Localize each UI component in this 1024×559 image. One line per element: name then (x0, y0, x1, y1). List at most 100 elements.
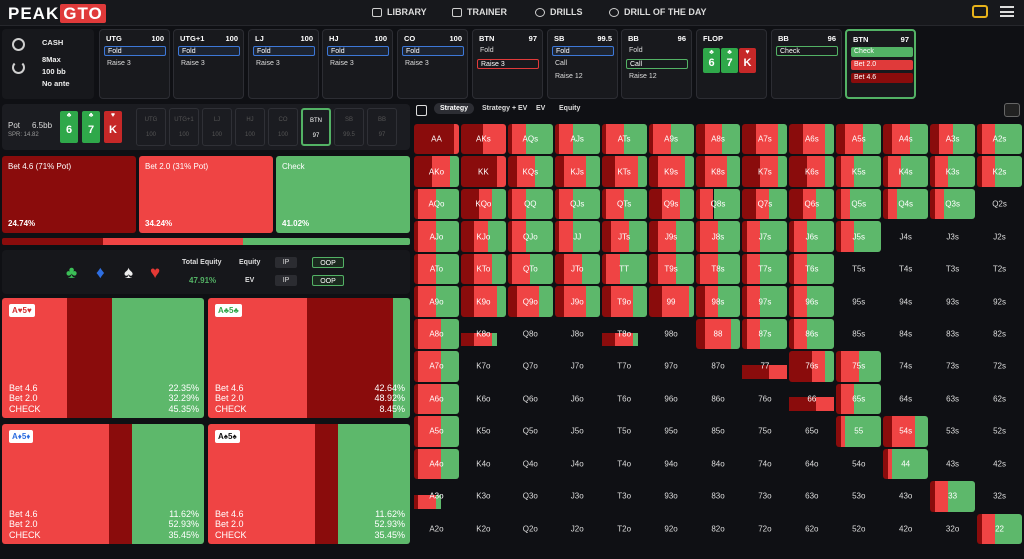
hand-cell[interactable]: TT (601, 253, 647, 285)
hand-cell[interactable]: J7s (742, 221, 788, 252)
hand-cell[interactable]: AQo (414, 188, 459, 220)
combo-block[interactable]: A♣5♣ Bet 4.6 Bet 2.0 CHECK 42.64% 48.92% 8.45% (208, 298, 410, 418)
hand-cell[interactable]: 95o (649, 416, 694, 446)
action-raise-3[interactable]: Raise 3 (477, 59, 539, 69)
hand-cell[interactable]: K5s (836, 156, 882, 187)
hand-cell[interactable]: Q6s (789, 188, 835, 220)
nav-drill-of-the-day[interactable]: DRILL OF THE DAY (609, 7, 707, 17)
position-bb-node[interactable]: BB 96 Check (771, 29, 842, 99)
hand-cell[interactable]: 98s (695, 286, 741, 317)
hand-cell[interactable]: Q2s (977, 189, 1022, 219)
action-fold[interactable]: Fold (629, 47, 643, 54)
hand-cell[interactable]: A7o (414, 351, 459, 382)
nav-library[interactable]: LIBRARY (372, 7, 427, 17)
hand-cell[interactable]: T8s (695, 253, 741, 285)
action-bet-big[interactable]: Bet 4.6 (851, 73, 913, 83)
hand-cell[interactable]: Q6o (508, 384, 553, 414)
hand-cell[interactable]: Q9s (648, 188, 694, 220)
hand-cell[interactable]: 96o (649, 384, 694, 414)
hand-cell[interactable]: 75s (836, 351, 882, 382)
hand-cell[interactable]: 53s (930, 416, 975, 446)
hand-cell[interactable]: KQo (460, 188, 506, 220)
hand-cell[interactable]: QQ (507, 188, 553, 220)
hand-cell[interactable]: AKs (460, 124, 506, 155)
hand-cell[interactable]: 52s (977, 416, 1022, 446)
hand-cell[interactable]: JTo (554, 253, 600, 285)
hand-cell[interactable]: 83o (696, 481, 741, 511)
mini-position-bb[interactable]: BB 97 (367, 108, 397, 146)
hand-cell[interactable]: K6o (461, 384, 506, 414)
hand-cell[interactable]: AJs (554, 124, 600, 155)
hand-cell[interactable]: A9s (648, 124, 694, 155)
hand-cell[interactable]: 74o (742, 449, 787, 479)
combo-block[interactable]: A♠5♠ Bet 4.6 Bet 2.0 CHECK 11.62% 52.93% 35.45… (208, 424, 410, 544)
hand-cell[interactable]: AA (414, 124, 459, 155)
hand-cell[interactable]: T3o (602, 481, 647, 511)
hand-cell[interactable]: K3s (930, 156, 976, 187)
hand-cell[interactable]: 73s (930, 351, 975, 381)
hand-cell[interactable]: QJo (507, 221, 553, 252)
hand-cell[interactable]: Q4o (508, 449, 553, 479)
hand-cell[interactable]: 97s (742, 286, 788, 317)
hand-cell[interactable]: 22 (977, 513, 1022, 544)
hand-cell[interactable]: J6s (789, 221, 835, 252)
hand-cell[interactable]: T7s (742, 253, 788, 285)
hand-cell[interactable]: 76o (742, 384, 787, 414)
hand-cell[interactable]: J3s (930, 221, 975, 251)
mini-position-sb[interactable]: SB 99.5 (334, 108, 364, 146)
hand-cell[interactable]: AKo (414, 156, 459, 187)
position-bb-node[interactable]: BB 96 Fold Call Raise 12 (621, 29, 692, 99)
strategy-bet-big[interactable]: Bet 4.6 (71% Pot) 24.74% (2, 156, 136, 233)
hand-cell[interactable]: 94o (649, 449, 694, 479)
hand-cell[interactable]: A5s (836, 124, 882, 155)
hand-cell[interactable]: T6s (789, 253, 835, 285)
mini-position-lj[interactable]: LJ 100 (202, 108, 232, 146)
hand-cell[interactable]: 87s (742, 318, 788, 350)
hand-cell[interactable]: 93o (649, 481, 694, 511)
hand-cell[interactable]: 94s (883, 286, 928, 316)
hand-cell[interactable]: 87o (696, 351, 741, 381)
hand-cell[interactable]: Q5s (836, 188, 882, 220)
action-raise-12[interactable]: Raise 12 (555, 73, 583, 80)
hand-cell[interactable]: KJs (554, 156, 600, 187)
hand-cell[interactable]: Q9o (507, 286, 553, 317)
hand-cell[interactable]: Q2o (508, 514, 553, 544)
position-hj-node[interactable]: HJ 100 Fold Raise 3 (322, 29, 393, 99)
hand-cell[interactable]: A4o (414, 448, 459, 480)
hand-cell[interactable]: 64o (789, 449, 834, 479)
hand-cell[interactable]: A4s (883, 124, 929, 155)
hand-cell[interactable]: 74s (883, 351, 928, 381)
hand-cell[interactable]: T3s (930, 254, 975, 284)
position-lj-node[interactable]: LJ 100 Fold Raise 3 (248, 29, 319, 99)
mini-position-utg[interactable]: UTG 100 (136, 108, 166, 146)
hand-cell[interactable]: 64s (883, 384, 928, 414)
hand-cell[interactable]: JJ (554, 221, 600, 252)
hand-cell[interactable]: 92s (977, 286, 1022, 316)
diamond-icon[interactable]: ♦ (96, 263, 105, 282)
hand-cell[interactable]: A6s (789, 124, 835, 155)
hand-cell[interactable]: A5o (414, 416, 459, 447)
action-fold[interactable]: Fold (178, 46, 240, 56)
hand-cell[interactable]: 83s (930, 319, 975, 349)
hand-cell[interactable]: 62s (977, 384, 1022, 414)
hand-cell[interactable]: 32s (977, 481, 1022, 511)
hand-cell[interactable]: J4s (883, 221, 928, 251)
hand-cell[interactable]: 32o (930, 514, 975, 544)
hand-cell[interactable]: T6o (602, 384, 647, 414)
hand-cell[interactable]: J8o (555, 319, 600, 349)
equity-ip-toggle[interactable]: IP (275, 257, 297, 268)
mini-position-hj[interactable]: HJ 100 (235, 108, 265, 146)
hand-cell[interactable]: JTs (601, 221, 647, 252)
hand-cell[interactable]: 88 (695, 318, 741, 350)
hand-cell[interactable]: J5s (836, 221, 882, 252)
hand-cell[interactable]: J2o (555, 514, 600, 544)
flop-node[interactable]: FLOP ♣ 6 ♣ 7 ♥ K (696, 29, 767, 99)
action-raise-3[interactable]: Raise 3 (181, 60, 205, 67)
hand-cell[interactable]: 43s (930, 449, 975, 479)
position-sb-node[interactable]: SB 99.5 Fold Call Raise 12 (547, 29, 618, 99)
heart-icon[interactable]: ♥ (150, 263, 161, 282)
hand-cell[interactable]: Q3s (930, 188, 976, 220)
hand-cell[interactable]: 84s (883, 319, 928, 349)
action-call[interactable]: Call (626, 59, 688, 69)
action-bet-small[interactable]: Bet 2.0 (851, 60, 913, 70)
